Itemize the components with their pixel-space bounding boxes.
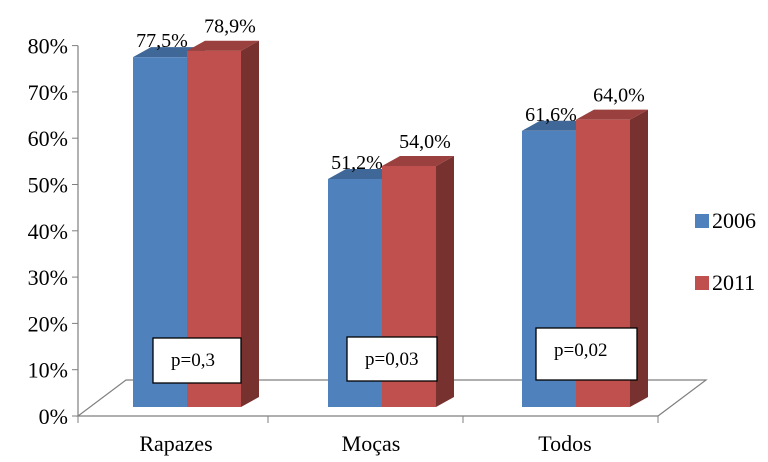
y-tick-label: 0% — [39, 404, 68, 429]
y-tick-label: 80% — [28, 34, 68, 59]
bar-side-face — [241, 40, 259, 408]
legend-swatch — [695, 214, 709, 228]
legend-item-2006: 2006 — [695, 208, 756, 233]
x-category-label: Moças — [342, 431, 401, 456]
data-label: 64,0% — [593, 85, 645, 107]
data-label: 54,0% — [399, 131, 451, 153]
annotation-box — [535, 327, 638, 381]
x-category-label: Todos — [538, 431, 591, 456]
x-category-label: Rapazes — [139, 431, 212, 456]
bar-top-face — [187, 40, 259, 51]
legend-label: 2011 — [712, 270, 755, 295]
y-tick-label: 30% — [28, 265, 68, 290]
bar-top-face — [382, 155, 454, 166]
y-tick-label: 10% — [28, 358, 68, 383]
annotation-box — [346, 336, 438, 382]
y-tick-label: 60% — [28, 126, 68, 151]
bar-side-face — [436, 155, 454, 407]
legend-item-2011: 2011 — [695, 270, 755, 295]
annotation-text: p=0,3 — [171, 350, 215, 371]
p-value-annotation: p=0,02 — [535, 327, 638, 381]
p-value-annotation: p=0,3 — [152, 337, 242, 384]
legend-label: 2006 — [712, 208, 756, 233]
y-tick-label: 40% — [28, 219, 68, 244]
data-label: 78,9% — [204, 16, 256, 38]
data-label: 77,5% — [136, 30, 188, 52]
annotation-text: p=0,03 — [365, 349, 418, 370]
p-value-annotation: p=0,03 — [346, 336, 438, 382]
data-label: 51,2% — [331, 152, 383, 174]
y-tick-label: 50% — [28, 173, 68, 198]
data-label: 61,6% — [525, 104, 577, 126]
annotation-box — [152, 337, 242, 384]
y-tick-label: 20% — [28, 311, 68, 336]
chart-floor — [76, 379, 708, 417]
y-tick-label: 70% — [28, 80, 68, 105]
annotation-text: p=0,02 — [554, 340, 607, 361]
bar-top-face — [576, 109, 648, 120]
legend-swatch — [695, 276, 709, 290]
